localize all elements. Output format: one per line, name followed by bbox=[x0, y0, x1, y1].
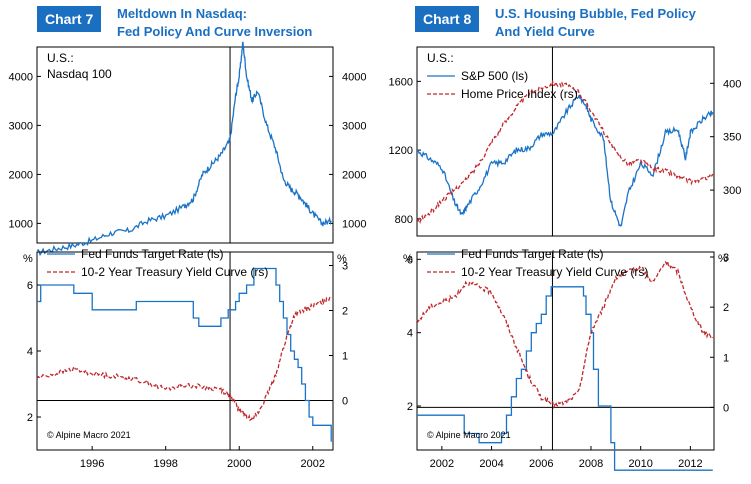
c7_top-ytick-right-label: 1000 bbox=[342, 218, 366, 230]
c7_bottom-frame bbox=[36, 251, 334, 451]
c8_bottom-xtick-label: 2012 bbox=[678, 458, 702, 470]
c8_bottom-ytick-left-label: 4 bbox=[407, 328, 413, 340]
c8_top-legend-label: Home Price Index (rs) bbox=[461, 87, 578, 101]
c7_bottom-ytick-right-label: 3 bbox=[342, 261, 348, 273]
c8_top-frame bbox=[416, 46, 715, 237]
c8_bottom-series-fed-funds-target-rate bbox=[417, 286, 713, 471]
c7_bottom-series-10-2-year-treasury-yield-curve bbox=[36, 296, 332, 422]
c7_bottom-copyright: © Alpine Macro 2021 bbox=[47, 430, 131, 440]
c8_bottom-legend-label: Fed Funds Target Rate (ls) bbox=[461, 247, 604, 261]
c8_top-legend-label: S&P 500 (ls) bbox=[461, 69, 528, 83]
c8_bottom-unit-right: % bbox=[718, 253, 728, 265]
c8_bottom-frame bbox=[416, 251, 715, 451]
c8_bottom-xtick-label: 2006 bbox=[529, 458, 553, 470]
c8_top-series-s-p-500 bbox=[416, 94, 714, 227]
c8_top-ytick-right-label: 350 bbox=[723, 132, 741, 144]
c7_top-label-country: U.S.: bbox=[47, 51, 74, 65]
c7_bottom-legend-label: 10-2 Year Treasury Yield Curve (rs) bbox=[81, 265, 268, 279]
chart8-title-line1: U.S. Housing Bubble, Fed Policy bbox=[495, 6, 696, 21]
c8_bottom-legend-label: 10-2 Year Treasury Yield Curve (rs) bbox=[461, 265, 648, 279]
c8_bottom-ytick-left-label: 2 bbox=[407, 401, 413, 413]
c7_top-ytick-right-label: 3000 bbox=[342, 120, 366, 132]
c7_bottom-ytick-right-label: 1 bbox=[342, 351, 348, 363]
c8_top-ytick-right-label: 400 bbox=[723, 78, 741, 90]
c8_bottom-ytick-right-label: 0 bbox=[723, 402, 729, 414]
chart7-title-line2: Fed Policy And Curve Inversion bbox=[117, 24, 313, 39]
chart7-title-line1: Meltdown In Nasdaq: bbox=[117, 6, 247, 21]
c7_bottom-legend-label: Fed Funds Target Rate (ls) bbox=[81, 247, 224, 261]
c7_top-ytick-left-label: 1000 bbox=[9, 218, 33, 230]
c8_top-label-country: U.S.: bbox=[427, 51, 454, 65]
c7_bottom-unit-left: % bbox=[23, 253, 33, 265]
c7_bottom-series-fed-funds-target-rate bbox=[37, 267, 332, 442]
c8_bottom-copyright: © Alpine Macro 2021 bbox=[427, 430, 511, 440]
c8_bottom-xtick-label: 2002 bbox=[430, 458, 454, 470]
c7_bottom-xtick-label: 2002 bbox=[301, 458, 325, 470]
c8_bottom-ytick-right-label: 3 bbox=[723, 252, 729, 264]
c8_bottom-ytick-right-label: 1 bbox=[723, 352, 729, 364]
c8_bottom-ytick-left-label: 6 bbox=[407, 254, 413, 266]
chart8-title: U.S. Housing Bubble, Fed Policy And Yiel… bbox=[495, 5, 696, 41]
c7_top-ytick-left-label: 3000 bbox=[9, 120, 33, 132]
c8_top-ytick-right-label: 300 bbox=[723, 185, 741, 197]
c8_bottom-ytick-right-label: 2 bbox=[723, 302, 729, 314]
c7_top-series-nasdaq-100 bbox=[36, 41, 332, 257]
c7_bottom-ytick-left-label: 2 bbox=[27, 412, 33, 424]
c7_top-frame bbox=[36, 46, 334, 244]
c7_top-label-index: Nasdaq 100 bbox=[47, 67, 112, 81]
c7_bottom-ytick-left-label: 4 bbox=[27, 346, 33, 358]
c8_bottom-xtick-label: 2004 bbox=[479, 458, 503, 470]
c8_top-ytick-left-label: 1600 bbox=[389, 76, 413, 88]
c7_bottom-xtick-label: 2000 bbox=[227, 458, 251, 470]
c7_bottom-ytick-left-label: 6 bbox=[27, 280, 33, 292]
c7_top-ytick-left-label: 4000 bbox=[9, 71, 33, 83]
chart7-title: Meltdown In Nasdaq: Fed Policy And Curve… bbox=[117, 5, 312, 41]
chart8-badge: Chart 8 bbox=[415, 6, 480, 32]
c7_top-ytick-right-label: 4000 bbox=[342, 71, 366, 83]
chart8-title-line2: And Yield Curve bbox=[495, 24, 595, 39]
c7_top-ytick-left-label: 2000 bbox=[9, 169, 33, 181]
c8_top-ytick-left-label: 1200 bbox=[389, 145, 413, 157]
c8_bottom-xtick-label: 2008 bbox=[579, 458, 603, 470]
chart7-badge: Chart 7 bbox=[37, 6, 102, 32]
c8_bottom-series-10-2-year-treasury-yield-curve bbox=[416, 258, 714, 410]
c7_bottom-xtick-label: 1998 bbox=[153, 458, 177, 470]
c8_top-series-home-price-index bbox=[416, 79, 714, 224]
c7_bottom-xtick-label: 1996 bbox=[80, 458, 104, 470]
c8_bottom-unit-left: % bbox=[403, 253, 413, 265]
c7_bottom-ytick-right-label: 2 bbox=[342, 306, 348, 318]
c8_bottom-xtick-label: 2010 bbox=[628, 458, 652, 470]
c7_bottom-unit-right: % bbox=[337, 253, 347, 265]
c7_bottom-ytick-right-label: 0 bbox=[342, 396, 348, 408]
c7_top-ytick-right-label: 2000 bbox=[342, 169, 366, 181]
c8_top-ytick-left-label: 800 bbox=[395, 214, 413, 226]
